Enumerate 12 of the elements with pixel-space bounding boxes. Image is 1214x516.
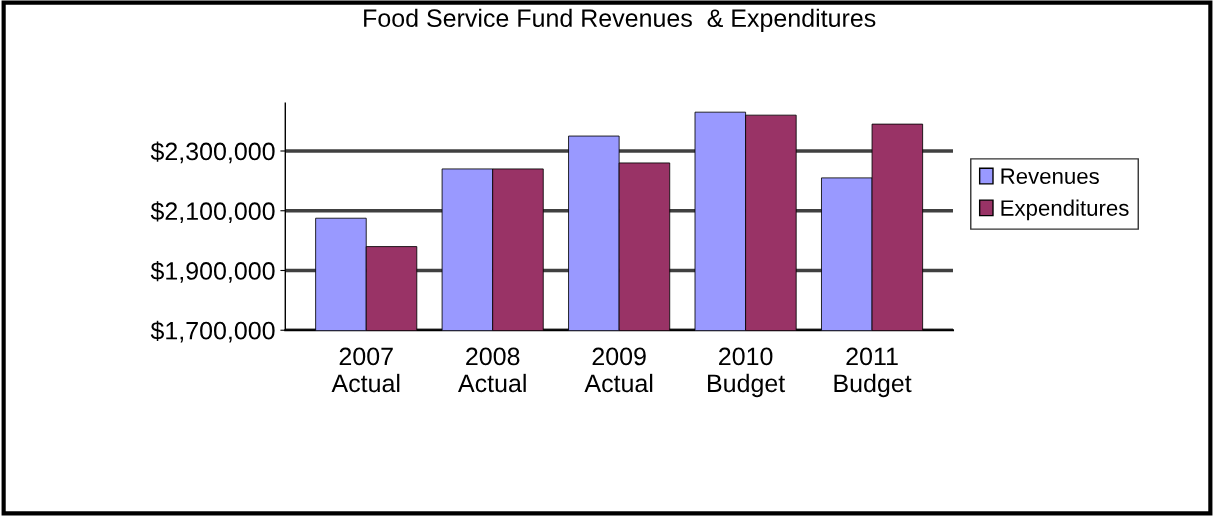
x-tick-label: 2008 Actual [457, 347, 526, 393]
y-tick-label: $1,900,000 [150, 261, 275, 283]
y-tick-label: $1,700,000 [150, 320, 275, 343]
chart-title: Food Service Fund Revenues & Expenditures [364, 8, 876, 32]
legend-label: Expenditures [1001, 199, 1129, 221]
y-tick-label: $2,100,000 [150, 201, 275, 223]
x-tick-label: 2010 Budget [708, 347, 786, 398]
x-tick-label: 2009 Actual [584, 347, 653, 393]
x-tick-label: 2011 Budget [834, 347, 912, 398]
legend-label: Revenues [1001, 168, 1099, 185]
y-tick-label: $2,300,000 [150, 141, 275, 164]
x-tick-label: 2007 Actual [331, 347, 400, 393]
